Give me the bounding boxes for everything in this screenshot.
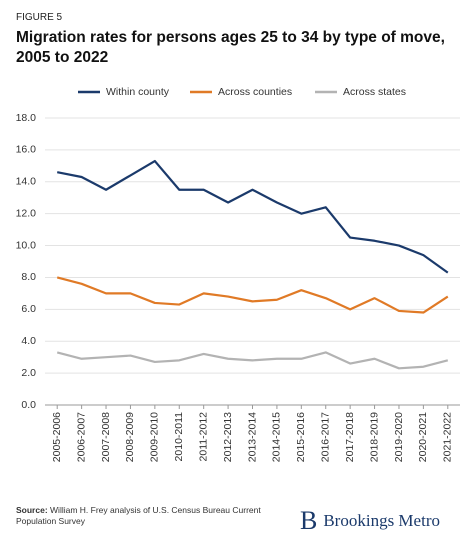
x-tick-label: 2016-2017: [320, 412, 332, 462]
legend-label: Across states: [343, 86, 406, 98]
x-tick-label: 2006-2007: [75, 412, 87, 462]
x-tick-label: 2009-2010: [149, 412, 161, 462]
x-tick-label: 2014-2015: [271, 412, 283, 462]
y-tick-label: 6.0: [21, 303, 36, 315]
logo-text: Brookings Metro: [323, 511, 440, 530]
series-line: [56, 159, 449, 274]
y-tick-label: 12.0: [16, 207, 37, 219]
y-tick-label: 4.0: [21, 335, 36, 347]
figure-label: FIGURE 5: [16, 12, 63, 23]
x-tick-label: 2010-2011: [173, 412, 185, 462]
x-tick-label: 2017-2018: [344, 412, 356, 462]
legend-label: Across counties: [218, 86, 292, 98]
y-tick-label: 0.0: [21, 399, 36, 411]
y-tick-label: 2.0: [21, 367, 36, 379]
x-tick-label: 2013-2014: [246, 412, 258, 462]
series-line: [56, 351, 449, 370]
x-tick-label: 2021-2022: [442, 412, 454, 462]
chart-title: Migration rates for persons ages 25 to 3…: [16, 29, 445, 66]
logo: B Brookings Metro: [300, 506, 440, 536]
y-tick-label: 16.0: [16, 144, 37, 156]
x-tick-label: 2019-2020: [393, 412, 405, 462]
y-tick-label: 14.0: [16, 176, 37, 188]
x-tick-label: 2007-2008: [100, 412, 112, 462]
y-tick-label: 10.0: [16, 239, 37, 251]
source-text: William H. Frey analysis of U.S. Census …: [16, 505, 261, 526]
x-tick-label: 2008-2009: [124, 412, 136, 462]
x-tick-label: 2020-2021: [417, 412, 429, 462]
logo-mark: B: [300, 506, 318, 535]
x-tick-label: 2015-2016: [295, 412, 307, 462]
x-tick-label: 2005-2006: [51, 412, 63, 462]
legend-label: Within county: [106, 86, 170, 98]
y-tick-label: 18.0: [16, 112, 37, 124]
x-tick-label: 2011-2012: [197, 412, 209, 462]
x-tick-label: 2012-2013: [222, 412, 234, 462]
y-tick-label: 8.0: [21, 271, 36, 283]
source-label: Source:: [16, 505, 48, 515]
x-tick-label: 2018-2019: [368, 412, 380, 462]
source-note: Source: William H. Frey analysis of U.S.…: [16, 505, 276, 527]
series-line: [56, 276, 449, 314]
